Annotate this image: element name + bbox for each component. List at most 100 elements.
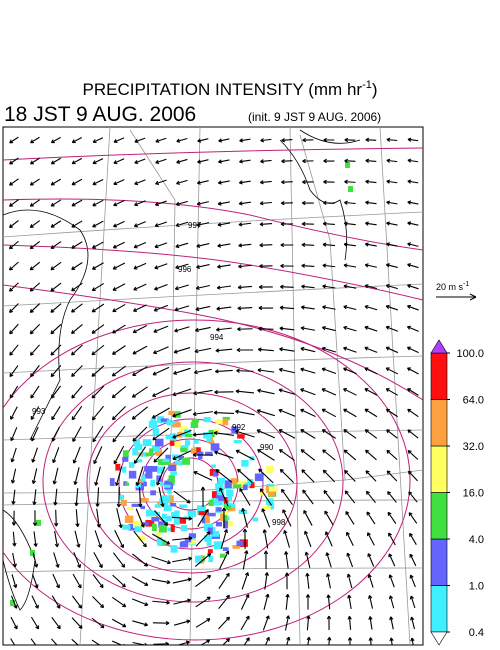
wind-arrow [174, 284, 189, 291]
wind-arrow [192, 432, 214, 437]
wind-arrow [278, 388, 296, 395]
wind-arrow [54, 530, 60, 548]
wind-arrow [365, 449, 377, 461]
wind-arrow [154, 284, 168, 291]
wind-arrow [71, 365, 83, 378]
wind-arrow [92, 137, 104, 144]
wind-arrow [71, 241, 83, 249]
wind-arrow [131, 576, 149, 586]
wind-arrow [172, 577, 192, 584]
wind-arrow [280, 263, 294, 269]
wind-arrow [176, 137, 188, 143]
wind-arrow [196, 222, 210, 227]
wind-arrow [322, 200, 335, 206]
precip-cell [348, 186, 353, 192]
precip-cell [148, 420, 158, 429]
wind-arrow [71, 262, 83, 271]
precip-cell [132, 447, 139, 456]
wind-arrow [256, 429, 276, 439]
precip-cell [187, 510, 197, 517]
wind-arrow [216, 306, 232, 311]
precip-cell [232, 544, 241, 549]
precip-cell [190, 422, 199, 428]
wind-arrow [385, 304, 398, 311]
wind-arrow [29, 261, 41, 271]
wind-arrow [323, 137, 335, 143]
wind-arrow [92, 425, 104, 443]
colorbar: 0.4 1.0 4.0 16.0 32.0 64.0 100.0 [430, 339, 484, 646]
wind-arrow [409, 553, 417, 567]
wind-arrow [343, 449, 357, 461]
wind-arrow [153, 447, 169, 463]
wind-arrow [113, 158, 125, 165]
wind-arrow [344, 490, 356, 504]
wind-arrow [301, 200, 314, 206]
wind-arrow [95, 487, 100, 507]
colorbar-label: 1.0 [469, 581, 484, 593]
precip-cell [196, 447, 201, 454]
wind-arrow [112, 303, 126, 313]
wind-arrow [196, 180, 209, 185]
wind-arrow [193, 389, 213, 396]
wind-arrow [92, 220, 104, 228]
wind-arrow [171, 536, 193, 541]
wind-arrow [131, 406, 149, 420]
precip-cell [213, 428, 220, 433]
wind-arrow [50, 365, 62, 378]
precip-cell [194, 555, 202, 563]
precip-cell [266, 465, 274, 473]
wind-arrow [195, 305, 211, 312]
precip-cell [205, 451, 213, 456]
precip-cell [123, 450, 129, 458]
wind-arrow [9, 323, 19, 335]
precip-cell [262, 506, 271, 510]
wind-arrow [385, 388, 399, 396]
wind-arrow [302, 158, 314, 164]
contour-labels: 997 996 994 993 992 990 998 [32, 221, 286, 527]
precip-cell [268, 486, 278, 492]
wind-arrow [154, 263, 168, 270]
wind-arrow [304, 530, 312, 548]
precip-cell [218, 477, 226, 484]
coastlines [3, 129, 361, 611]
contour-label: 993 [32, 407, 46, 416]
wind-arrow [91, 617, 105, 629]
wind-arrow [10, 616, 18, 630]
precip-cell [224, 480, 232, 488]
precip-cell [207, 527, 213, 535]
wind-arrow [239, 487, 251, 506]
wind-arrow [175, 242, 189, 249]
precip-cell [138, 478, 144, 486]
isobar [86, 392, 298, 574]
wind-arrow [93, 446, 103, 465]
wind-arrow [322, 284, 336, 289]
wind-arrow [72, 573, 82, 589]
wind-arrow [155, 179, 167, 186]
wind-arrow [214, 369, 233, 374]
wind-arrow [386, 137, 398, 142]
wind-arrow [29, 178, 40, 186]
wind-arrow [280, 284, 294, 289]
wind-arrow [278, 367, 295, 374]
wind-arrow [385, 408, 398, 418]
wind-arrow [220, 528, 229, 549]
precip-cell [158, 524, 167, 533]
wind-arrow [152, 366, 170, 376]
precip-cell [223, 503, 232, 510]
wind-arrow [407, 242, 419, 247]
wind-arrow [50, 303, 62, 313]
colorbar-label: 0.4 [469, 627, 484, 639]
wind-arrow [116, 486, 121, 508]
wind-arrow [301, 221, 314, 227]
wind-arrow [385, 325, 399, 332]
precip-cell [166, 516, 172, 522]
wind-arrow [238, 180, 251, 185]
wind-arrow [50, 220, 62, 228]
precip-cell [140, 497, 149, 502]
wind-arrow [153, 325, 169, 333]
isobar [42, 361, 344, 603]
wind-arrow [134, 158, 146, 165]
wind-arrow [302, 137, 314, 143]
wind-arrow [154, 510, 169, 527]
wind-arrow [51, 406, 61, 421]
